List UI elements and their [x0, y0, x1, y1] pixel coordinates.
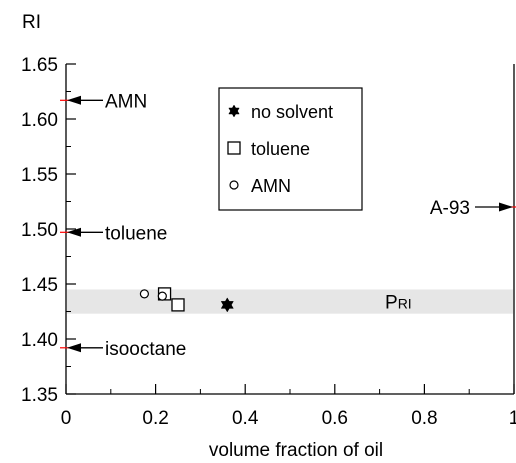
y-tick-label: 1.40: [21, 330, 58, 351]
band-label-subscript: RI: [398, 296, 412, 312]
data-point-star: [220, 297, 234, 313]
y-tick-label: 1.50: [21, 220, 58, 241]
annotation-label: A-93: [430, 198, 470, 219]
annotation-label: toluene: [105, 223, 167, 244]
data-point-square: [171, 298, 185, 312]
legend-box: [218, 87, 363, 211]
band-label: PRI: [385, 293, 412, 314]
legend-marker-circle: [229, 180, 239, 190]
annotation-label: isooctane: [105, 339, 186, 360]
x-tick-label: 0.8: [411, 408, 437, 429]
y-tick-label: 1.60: [21, 110, 58, 131]
band-region: [67, 289, 513, 314]
legend-marker-star: [228, 104, 240, 118]
y-axis-label: RI: [22, 12, 41, 33]
data-point-circle: [139, 289, 149, 299]
x-tick-label: 0.6: [322, 408, 348, 429]
y-tick-label: 1.65: [21, 55, 58, 76]
annotation-arrow-head: [67, 227, 81, 237]
annotation-arrow-head: [499, 202, 513, 212]
x-tick-label: 0: [61, 408, 72, 429]
y-tick-label: 1.45: [21, 275, 58, 296]
legend-label: no solvent: [251, 102, 333, 122]
x-axis-label: volume fraction of oil: [209, 440, 383, 461]
y-tick-label: 1.55: [21, 165, 58, 186]
x-tick-label: 0.2: [142, 408, 168, 429]
legend-marker-square: [227, 141, 241, 155]
annotation-arrow-head: [67, 95, 81, 105]
legend-label: AMN: [251, 176, 291, 196]
x-tick-label: 0.4: [232, 408, 259, 429]
band-label-main: P: [385, 293, 398, 314]
x-tick-label: 1: [509, 408, 516, 429]
legend-label: toluene: [251, 139, 310, 159]
annotation-arrow-head: [67, 343, 81, 353]
annotation-label: AMN: [105, 91, 147, 112]
data-point-circle: [157, 291, 167, 301]
y-tick-label: 1.35: [21, 385, 58, 406]
